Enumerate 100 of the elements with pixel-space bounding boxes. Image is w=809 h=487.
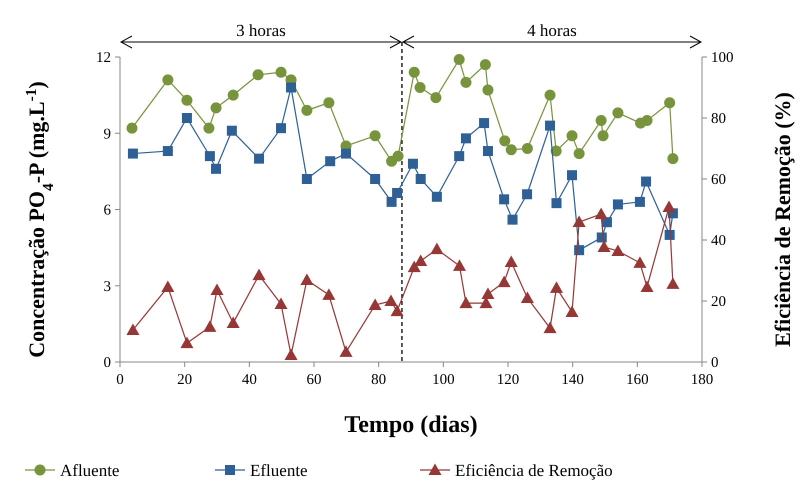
point <box>128 148 138 159</box>
x-tick-label: 120 <box>496 372 520 388</box>
x-tick-label: 160 <box>626 372 649 388</box>
point <box>203 320 216 332</box>
point <box>544 90 556 101</box>
x-tick-label: 80 <box>371 372 386 388</box>
y-tick-label: 3 <box>104 278 111 295</box>
x-tick-label: 0 <box>116 372 124 388</box>
point <box>454 54 465 66</box>
point <box>392 188 402 198</box>
x-tick-label: 20 <box>177 372 192 388</box>
point <box>596 115 607 126</box>
point <box>453 259 466 271</box>
point <box>460 76 472 88</box>
point <box>552 198 562 208</box>
point <box>550 281 563 293</box>
point <box>204 151 215 162</box>
point <box>460 133 471 144</box>
point <box>611 244 624 256</box>
point <box>390 304 404 316</box>
point <box>522 189 532 200</box>
point <box>664 97 676 108</box>
point <box>430 92 442 104</box>
point <box>323 97 334 108</box>
y2-tick-label: 40 <box>711 233 726 249</box>
legend-label: Afluente <box>60 461 120 480</box>
x-tick-label: 100 <box>432 372 455 388</box>
point <box>633 256 646 268</box>
point <box>414 82 426 93</box>
point <box>482 84 494 96</box>
point <box>667 153 678 164</box>
point <box>210 102 222 114</box>
point <box>641 176 652 187</box>
point <box>634 196 645 207</box>
point <box>662 200 676 212</box>
point <box>666 277 680 289</box>
y2-tick-label: 100 <box>711 50 734 66</box>
point <box>276 123 286 134</box>
point <box>459 296 472 308</box>
point <box>126 122 138 134</box>
point <box>642 115 653 126</box>
point <box>640 280 654 292</box>
point <box>286 82 296 92</box>
x-tick-label: 40 <box>242 372 257 388</box>
y-tick-label: 9 <box>104 126 111 142</box>
text: 4 horas <box>527 21 577 40</box>
point <box>226 316 240 328</box>
point <box>180 336 194 348</box>
point <box>226 126 237 136</box>
point <box>384 294 398 306</box>
point <box>368 298 382 310</box>
point <box>522 143 533 154</box>
point <box>252 268 266 280</box>
point <box>506 144 517 156</box>
point <box>520 291 534 303</box>
point <box>210 284 224 296</box>
point <box>370 174 380 184</box>
point <box>479 118 490 128</box>
text: 3 horas <box>236 21 286 40</box>
x-axis-title: Tempo (dias) <box>344 412 478 438</box>
point <box>480 59 491 70</box>
point <box>322 288 336 300</box>
y-tick-label: 12 <box>96 50 111 66</box>
point <box>430 242 444 254</box>
point <box>211 164 222 174</box>
point <box>370 130 381 142</box>
legend-label: Eficiência de Remoção <box>455 461 613 480</box>
point <box>408 260 421 272</box>
point <box>572 216 586 228</box>
point <box>161 280 174 292</box>
point <box>276 66 287 78</box>
point <box>598 130 609 142</box>
point <box>545 120 556 131</box>
y-tick-label: 6 <box>104 202 112 218</box>
point <box>482 146 493 156</box>
point <box>566 130 578 142</box>
point <box>594 208 608 220</box>
point <box>504 255 518 267</box>
point <box>182 113 192 123</box>
point <box>408 158 418 169</box>
point <box>416 174 426 184</box>
point <box>126 323 140 335</box>
point <box>598 240 611 252</box>
point <box>252 69 264 80</box>
point <box>508 214 518 225</box>
point <box>499 194 510 204</box>
point <box>432 192 442 202</box>
point <box>612 199 623 210</box>
point <box>325 156 336 166</box>
point <box>228 90 239 101</box>
y2-tick-label: 0 <box>711 355 718 371</box>
point <box>274 298 288 310</box>
y-tick-label: 0 <box>104 355 111 371</box>
x-tick-label: 140 <box>561 372 584 388</box>
point <box>499 135 510 146</box>
point <box>181 94 192 106</box>
y2-tick-label: 60 <box>711 172 726 188</box>
point <box>341 148 352 159</box>
point <box>386 196 397 207</box>
point <box>284 348 298 360</box>
